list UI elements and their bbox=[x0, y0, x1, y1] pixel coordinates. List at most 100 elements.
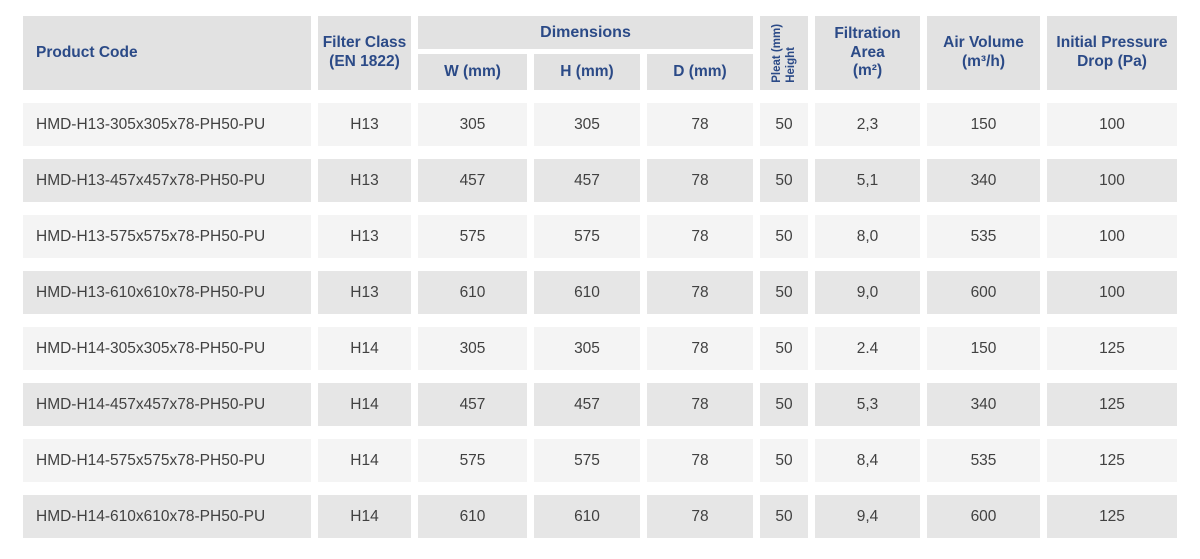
filter-class-cell: H14 bbox=[318, 383, 411, 426]
pleat-height-cell: 50 bbox=[760, 439, 808, 482]
product-code-cell: HMD-H13-575x575x78-PH50-PU bbox=[23, 215, 311, 258]
depth-cell: 78 bbox=[647, 439, 753, 482]
filtration-area-cell: 5,3 bbox=[815, 383, 920, 426]
filter-class-cell: H14 bbox=[318, 327, 411, 370]
pressure-drop-cell: 125 bbox=[1047, 327, 1177, 370]
height-cell: 575 bbox=[534, 439, 640, 482]
depth-cell: 78 bbox=[647, 327, 753, 370]
product-code-cell: HMD-H14-575x575x78-PH50-PU bbox=[23, 439, 311, 482]
height-header: H (mm) bbox=[534, 54, 640, 90]
product-code-cell: HMD-H14-610x610x78-PH50-PU bbox=[23, 495, 311, 538]
air-volume-header-line1: Air Volume bbox=[943, 34, 1024, 52]
width-cell: 575 bbox=[418, 439, 527, 482]
width-cell: 305 bbox=[418, 103, 527, 146]
filtration-area-header-line3: (m²) bbox=[852, 62, 883, 80]
pressure-drop-cell: 125 bbox=[1047, 439, 1177, 482]
height-cell: 575 bbox=[534, 215, 640, 258]
pressure-drop-cell: 100 bbox=[1047, 271, 1177, 314]
filter-class-cell: H13 bbox=[318, 103, 411, 146]
depth-cell: 78 bbox=[647, 495, 753, 538]
width-header: W (mm) bbox=[418, 54, 527, 90]
pleat-height-cell: 50 bbox=[760, 383, 808, 426]
pleat-height-header-line2: Height bbox=[785, 46, 798, 83]
depth-cell: 78 bbox=[647, 215, 753, 258]
height-cell: 457 bbox=[534, 159, 640, 202]
air-volume-cell: 535 bbox=[927, 439, 1040, 482]
pressure-drop-cell: 125 bbox=[1047, 383, 1177, 426]
height-cell: 457 bbox=[534, 383, 640, 426]
air-volume-cell: 600 bbox=[927, 271, 1040, 314]
height-cell: 305 bbox=[534, 327, 640, 370]
pressure-drop-cell: 125 bbox=[1047, 495, 1177, 538]
filtration-area-cell: 2,3 bbox=[815, 103, 920, 146]
product-code-cell: HMD-H13-457x457x78-PH50-PU bbox=[23, 159, 311, 202]
filter-class-cell: H14 bbox=[318, 495, 411, 538]
pleat-height-cell: 50 bbox=[760, 215, 808, 258]
product-code-header: Product Code bbox=[23, 16, 311, 90]
filter-class-cell: H14 bbox=[318, 439, 411, 482]
depth-cell: 78 bbox=[647, 271, 753, 314]
table-body: HMD-H13-305x305x78-PH50-PU H13 305 305 78 50 2… bbox=[23, 103, 1177, 538]
pleat-height-header: Pleat (mm) Height bbox=[760, 16, 808, 90]
product-code-cell: HMD-H13-305x305x78-PH50-PU bbox=[23, 103, 311, 146]
depth-cell: 78 bbox=[647, 383, 753, 426]
filter-class-cell: H13 bbox=[318, 159, 411, 202]
width-cell: 610 bbox=[418, 271, 527, 314]
height-cell: 305 bbox=[534, 103, 640, 146]
filter-class-header-line1: Filter Class bbox=[322, 34, 407, 52]
air-volume-cell: 150 bbox=[927, 103, 1040, 146]
filtration-area-cell: 9,0 bbox=[815, 271, 920, 314]
table-row: HMD-H14-575x575x78-PH50-PU H14 575 575 78 50 8… bbox=[23, 439, 1177, 482]
air-volume-header-line2: (m³/h) bbox=[961, 53, 1006, 70]
air-volume-cell: 340 bbox=[927, 159, 1040, 202]
table-row: HMD-H13-305x305x78-PH50-PU H13 305 305 78 50 2… bbox=[23, 103, 1177, 146]
width-cell: 575 bbox=[418, 215, 527, 258]
filtration-area-header: Filtration Area (m²) bbox=[815, 16, 920, 90]
depth-header: D (mm) bbox=[647, 54, 753, 90]
filter-class-cell: H13 bbox=[318, 271, 411, 314]
filtration-area-cell: 5,1 bbox=[815, 159, 920, 202]
width-cell: 457 bbox=[418, 159, 527, 202]
table-header: Product Code Filter Class (EN 1822) Dime… bbox=[23, 16, 1177, 90]
pressure-drop-cell: 100 bbox=[1047, 159, 1177, 202]
table-row: HMD-H14-610x610x78-PH50-PU H14 610 610 78 50 9… bbox=[23, 495, 1177, 538]
pressure-drop-cell: 100 bbox=[1047, 103, 1177, 146]
pressure-drop-header-line1: Initial Pressure bbox=[1056, 34, 1168, 52]
air-volume-cell: 150 bbox=[927, 327, 1040, 370]
product-code-cell: HMD-H13-610x610x78-PH50-PU bbox=[23, 271, 311, 314]
width-cell: 610 bbox=[418, 495, 527, 538]
pressure-drop-cell: 100 bbox=[1047, 215, 1177, 258]
dimensions-header: Dimensions bbox=[418, 16, 753, 49]
pleat-height-cell: 50 bbox=[760, 495, 808, 538]
pleat-height-cell: 50 bbox=[760, 103, 808, 146]
filtration-area-cell: 8,4 bbox=[815, 439, 920, 482]
depth-cell: 78 bbox=[647, 103, 753, 146]
filter-class-cell: H13 bbox=[318, 215, 411, 258]
filter-class-header: Filter Class (EN 1822) bbox=[318, 16, 411, 90]
table-row: HMD-H13-457x457x78-PH50-PU H13 457 457 78 50 5… bbox=[23, 159, 1177, 202]
air-volume-cell: 535 bbox=[927, 215, 1040, 258]
filtration-area-cell: 8,0 bbox=[815, 215, 920, 258]
filtration-area-header-line1: Filtration bbox=[834, 24, 901, 42]
width-cell: 305 bbox=[418, 327, 527, 370]
filtration-area-cell: 2.4 bbox=[815, 327, 920, 370]
filtration-area-header-line2: Area bbox=[850, 43, 885, 61]
product-code-cell: HMD-H14-457x457x78-PH50-PU bbox=[23, 383, 311, 426]
pleat-height-header-line1: Pleat (mm) bbox=[770, 23, 783, 83]
width-cell: 457 bbox=[418, 383, 527, 426]
table-row: HMD-H14-305x305x78-PH50-PU H14 305 305 78 50 2… bbox=[23, 327, 1177, 370]
table-row: HMD-H13-610x610x78-PH50-PU H13 610 610 78 50 9… bbox=[23, 271, 1177, 314]
air-volume-cell: 600 bbox=[927, 495, 1040, 538]
pressure-drop-header: Initial Pressure Drop (Pa) bbox=[1047, 16, 1177, 90]
depth-cell: 78 bbox=[647, 159, 753, 202]
height-cell: 610 bbox=[534, 495, 640, 538]
filtration-area-cell: 9,4 bbox=[815, 495, 920, 538]
air-volume-cell: 340 bbox=[927, 383, 1040, 426]
filter-class-header-line2: (EN 1822) bbox=[329, 53, 400, 70]
product-code-cell: HMD-H14-305x305x78-PH50-PU bbox=[23, 327, 311, 370]
table-row: HMD-H14-457x457x78-PH50-PU H14 457 457 78 50 5… bbox=[23, 383, 1177, 426]
height-cell: 610 bbox=[534, 271, 640, 314]
pleat-height-cell: 50 bbox=[760, 327, 808, 370]
filter-spec-table: Product Code Filter Class (EN 1822) Dime… bbox=[23, 16, 1177, 538]
air-volume-header: Air Volume (m³/h) bbox=[927, 16, 1040, 90]
